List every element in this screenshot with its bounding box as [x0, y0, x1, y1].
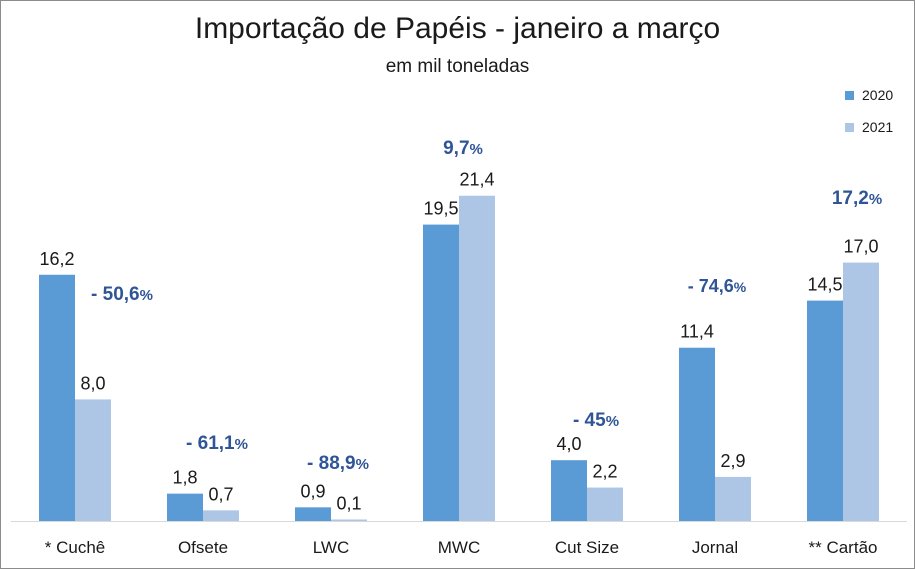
bar-s2020-6 [807, 300, 843, 521]
bar-s2021-4 [587, 487, 623, 521]
x-tick-label-6: ** Cartão [809, 538, 878, 557]
legend-label-2021: 2021 [862, 119, 894, 135]
bar-s2021-2 [331, 519, 367, 521]
change-label-4: - 45% [573, 410, 619, 431]
change-label-6: 17,2% [832, 188, 882, 209]
bar-s2020-5 [679, 347, 715, 521]
bar-s2020-0 [39, 274, 75, 521]
data-label-s2020-3: 19,5 [423, 199, 458, 219]
legend-swatch-2021 [845, 122, 854, 132]
data-label-s2021-2: 0,1 [336, 493, 361, 513]
data-label-s2020-0: 16,2 [39, 249, 74, 269]
change-label-3: 9,7% [443, 138, 483, 159]
legend-item-2020: 2020 [845, 87, 893, 103]
x-tick-label-5: Jornal [692, 538, 738, 557]
bar-s2020-2 [295, 507, 331, 521]
data-label-s2021-1: 0,7 [208, 484, 233, 504]
bar-s2020-1 [167, 493, 203, 521]
change-label-5: - 74,6% [688, 276, 747, 296]
data-label-s2020-6: 14,5 [807, 275, 842, 295]
bar-s2020-4 [551, 460, 587, 521]
data-label-s2020-5: 11,4 [680, 322, 714, 342]
data-label-s2021-4: 2,2 [592, 462, 617, 482]
chart-subtitle: em mil toneladas [385, 56, 530, 77]
legend-label-2020: 2020 [862, 87, 894, 103]
change-label-1: - 61,1% [186, 433, 248, 454]
x-tick-label-3: MWC [438, 538, 480, 557]
data-label-s2021-5: 2,9 [720, 451, 745, 471]
legend: 2020 2021 [845, 87, 893, 151]
data-label-s2021-3: 21,4 [459, 170, 494, 190]
data-label-s2020-2: 0,9 [300, 481, 325, 501]
chart-title: Importação de Papéis - janeiro a março [194, 12, 721, 45]
legend-swatch-2020 [845, 90, 854, 100]
bar-s2021-3 [459, 195, 495, 521]
bar-s2021-5 [715, 476, 751, 521]
bar-s2021-6 [843, 262, 879, 521]
bar-s2020-3 [423, 224, 459, 521]
legend-item-2021: 2021 [845, 119, 893, 135]
data-label-s2021-0: 8,0 [80, 373, 105, 393]
x-tick-label-0: * Cuchê [45, 538, 105, 557]
data-label-s2020-1: 1,8 [172, 468, 197, 488]
x-tick-label-1: Ofsete [178, 538, 228, 557]
x-tick-label-2: LWC [313, 538, 350, 557]
change-label-2: - 88,9% [307, 453, 369, 474]
data-label-s2021-6: 17,0 [843, 237, 878, 257]
x-tick-label-4: Cut Size [555, 538, 619, 557]
data-label-s2020-4: 4,0 [556, 434, 581, 454]
bar-s2021-0 [75, 399, 111, 521]
bar-s2021-1 [203, 510, 239, 521]
change-label-0: - 50,6% [91, 284, 153, 305]
